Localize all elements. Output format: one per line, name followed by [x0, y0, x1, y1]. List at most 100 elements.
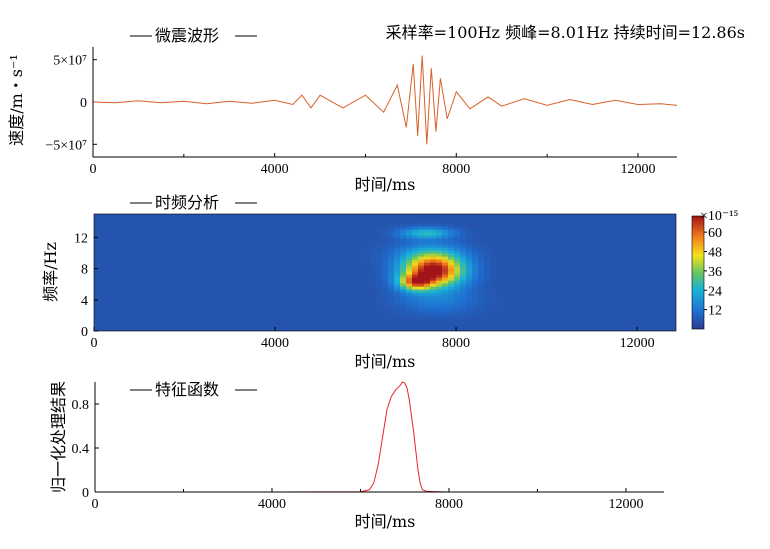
heatmap-cell: [448, 274, 455, 278]
heatmap-cell: [496, 328, 503, 331]
heatmap-cell: [232, 250, 239, 254]
heatmap-cell: [256, 316, 263, 320]
heatmap-cell: [136, 259, 143, 263]
heatmap-cell: [376, 301, 383, 305]
heatmap-cell: [556, 262, 563, 266]
heatmap-cell: [652, 229, 659, 233]
heatmap-cell: [268, 220, 275, 224]
heatmap-cell: [166, 244, 173, 248]
heatmap-cell: [100, 259, 107, 263]
heatmap-cell: [94, 241, 101, 245]
heatmap-cell: [658, 241, 665, 245]
heatmap-cell: [292, 241, 299, 245]
heatmap-cell: [112, 259, 119, 263]
heatmap-cell: [112, 238, 119, 242]
x-tick-label: 0: [92, 497, 99, 512]
heatmap-cell: [280, 322, 287, 326]
heatmap-cell: [136, 214, 143, 218]
feature-title: 特征函数: [155, 380, 219, 399]
heatmap-cell: [478, 307, 485, 311]
heatmap-cell: [436, 328, 443, 331]
heatmap-cell: [616, 286, 623, 290]
heatmap-cell: [184, 283, 191, 287]
heatmap-cell: [178, 304, 185, 308]
heatmap-cell: [166, 289, 173, 293]
heatmap-cell: [376, 235, 383, 239]
heatmap-cell: [454, 283, 461, 287]
heatmap-cell: [574, 271, 581, 275]
heatmap-cell: [448, 310, 455, 314]
heatmap-cell: [568, 316, 575, 320]
heatmap-cell: [586, 265, 593, 269]
heatmap-cell: [196, 295, 203, 299]
heatmap-cell: [328, 316, 335, 320]
heatmap-cell: [136, 265, 143, 269]
heatmap-cell: [478, 298, 485, 302]
heatmap-cell: [280, 217, 287, 221]
heatmap-cell: [538, 274, 545, 278]
heatmap-cell: [214, 244, 221, 248]
heatmap-cell: [616, 247, 623, 251]
heatmap-cell: [358, 307, 365, 311]
heatmap-cell: [148, 286, 155, 290]
heatmap-cell: [238, 283, 245, 287]
heatmap-cell: [430, 247, 437, 251]
heatmap-cell: [592, 241, 599, 245]
heatmap-cell: [442, 253, 449, 257]
heatmap-cell: [274, 319, 281, 323]
heatmap-cell: [580, 238, 587, 242]
heatmap-cell: [466, 229, 473, 233]
heatmap-cell: [412, 247, 419, 251]
heatmap-cell: [496, 286, 503, 290]
heatmap-cell: [286, 262, 293, 266]
heatmap-cell: [514, 223, 521, 227]
heatmap-cell: [256, 253, 263, 257]
heatmap-cell: [280, 268, 287, 272]
heatmap-cell: [424, 322, 431, 326]
heatmap-cell: [352, 304, 359, 308]
heatmap-cell: [454, 280, 461, 284]
heatmap-cell: [616, 313, 623, 317]
heatmap-cell: [664, 265, 671, 269]
heatmap-cell: [250, 283, 257, 287]
heatmap-cell: [586, 271, 593, 275]
heatmap-cell: [256, 289, 263, 293]
heatmap-cell: [94, 268, 101, 272]
heatmap-cell: [400, 283, 407, 287]
heatmap-cell: [436, 325, 443, 329]
heatmap-cell: [214, 214, 221, 218]
heatmap-cell: [604, 241, 611, 245]
heatmap-cell: [454, 271, 461, 275]
heatmap-cell: [610, 259, 617, 263]
heatmap-cell: [346, 223, 353, 227]
heatmap-cell: [472, 250, 479, 254]
heatmap-cell: [412, 232, 419, 236]
heatmap-cell: [664, 301, 671, 305]
heatmap-cell: [400, 262, 407, 266]
heatmap-cell: [184, 322, 191, 326]
heatmap-cell: [94, 274, 101, 278]
heatmap-cell: [520, 310, 527, 314]
heatmap-cell: [172, 301, 179, 305]
heatmap-cell: [292, 265, 299, 269]
heatmap-cell: [208, 289, 215, 293]
heatmap-cell: [208, 220, 215, 224]
heatmap-cell: [328, 274, 335, 278]
heatmap-cell: [178, 244, 185, 248]
heatmap-cell: [574, 286, 581, 290]
heatmap-cell: [514, 283, 521, 287]
heatmap-cell: [358, 271, 365, 275]
heatmap-cell: [448, 268, 455, 272]
heatmap-cell: [418, 226, 425, 230]
heatmap-cell: [616, 271, 623, 275]
heatmap-cell: [622, 286, 629, 290]
heatmap-cell: [508, 235, 515, 239]
heatmap-cell: [418, 307, 425, 311]
heatmap-cell: [160, 235, 167, 239]
heatmap-cell: [304, 271, 311, 275]
heatmap-cell: [418, 325, 425, 329]
heatmap-cell: [190, 283, 197, 287]
heatmap-cell: [112, 235, 119, 239]
heatmap-cell: [592, 247, 599, 251]
heatmap-cell: [190, 325, 197, 329]
